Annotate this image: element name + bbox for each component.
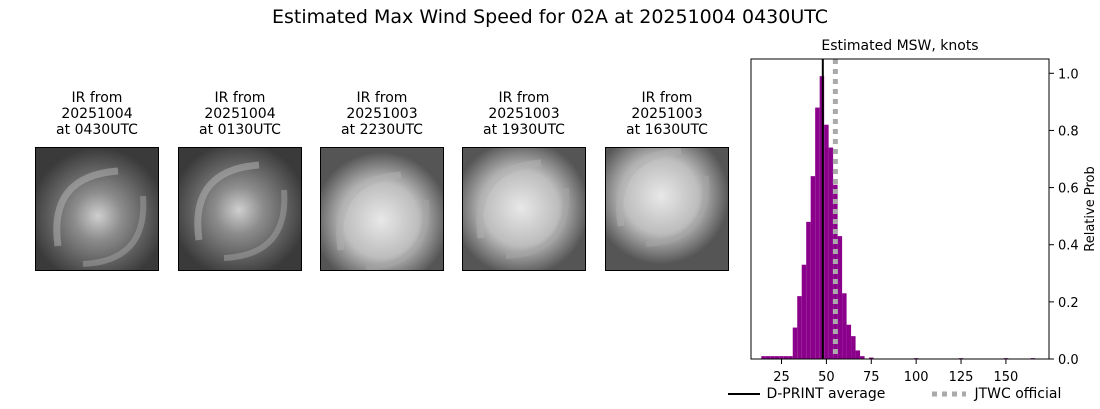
ir-panel-title-line: IR from: [356, 90, 408, 106]
ir-panel-title-0: IR from 20251004 at 0430UTC: [17, 90, 177, 138]
legend-dprint-label: D-PRINT average: [766, 386, 886, 402]
chart-title: Estimated MSW, knots: [821, 38, 978, 54]
ir-satellite-image-2: [320, 147, 444, 271]
legend-jtwc: JTWC official: [932, 386, 1061, 402]
y-tick-label: 0.0: [1058, 353, 1079, 368]
histogram-bar: [783, 356, 789, 359]
histogram-bar: [837, 236, 843, 359]
histogram-bar: [851, 336, 856, 359]
x-tick-label: 25: [773, 370, 790, 385]
histogram-bar: [806, 221, 811, 359]
x-tick-label: 75: [863, 370, 880, 385]
y-axis-label: Relative Prob: [1083, 166, 1098, 251]
ir-panel-title-line: IR from: [641, 90, 693, 106]
histogram-bar: [788, 356, 793, 359]
ir-satellite-image-4: [605, 147, 729, 271]
histogram-bar: [824, 124, 829, 359]
histogram-bar: [869, 357, 874, 359]
ir-panel-title-line: at 0130UTC: [199, 122, 281, 138]
y-tick-label: 0.2: [1058, 296, 1079, 311]
ir-panel-title-line: 20251004: [204, 106, 276, 122]
histogram-bar: [761, 356, 766, 359]
histogram-bar: [860, 356, 865, 359]
legend-dprint-line-icon: [728, 393, 760, 395]
ir-panel-title-line: at 1930UTC: [483, 122, 565, 138]
x-tick-label: 100: [904, 370, 929, 385]
histogram-bar: [810, 176, 816, 359]
ir-panel-title-line: 20251003: [631, 106, 703, 122]
ir-panel-title-3: IR from 20251003 at 1930UTC: [444, 90, 604, 138]
legend-jtwc-line-icon: [932, 391, 966, 397]
histogram-bar: [842, 293, 847, 359]
histogram-bar: [774, 356, 780, 359]
figure-title: Estimated Max Wind Speed for 02A at 2025…: [271, 6, 828, 28]
ir-panel-title-line: 20251004: [61, 106, 133, 122]
ir-panel-title-line: at 2230UTC: [341, 122, 423, 138]
histogram-bar: [828, 147, 834, 359]
legend-dprint: D-PRINT average: [728, 386, 885, 402]
ir-satellite-image-0: [35, 147, 159, 271]
y-tick-label: 1.0: [1058, 67, 1079, 82]
ir-panel-title-line: 20251003: [346, 106, 418, 122]
histogram-bar: [765, 356, 771, 359]
ir-panel-title-line: at 1630UTC: [626, 122, 708, 138]
ir-panel-title-line: 20251003: [488, 106, 560, 122]
histogram-bar: [846, 324, 852, 359]
ir-panel-title-2: IR from 20251003 at 2230UTC: [302, 90, 462, 138]
y-tick-label: 0.6: [1058, 182, 1079, 197]
ir-panel-title-line: IR from: [214, 90, 266, 106]
ir-panel-title-1: IR from 20251004 at 0130UTC: [160, 90, 320, 138]
histogram-bar: [770, 356, 775, 359]
y-tick-label: 0.4: [1058, 239, 1079, 254]
x-tick-label: 125: [949, 370, 974, 385]
ir-panel-title-4: IR from 20251003 at 1630UTC: [587, 90, 747, 138]
ir-panel-title-line: at 0430UTC: [56, 122, 138, 138]
x-tick-label: 50: [818, 370, 835, 385]
histogram-bar: [779, 356, 784, 359]
x-tick-label: 150: [994, 370, 1019, 385]
histogram-bar: [855, 350, 861, 359]
histogram-bar: [815, 107, 820, 359]
ir-panel-title-line: IR from: [498, 90, 550, 106]
histogram-bar: [792, 327, 798, 359]
histogram-bar: [797, 296, 802, 359]
plot-frame: [750, 58, 1050, 360]
histogram-bar: [801, 264, 807, 359]
legend-jtwc-label: JTWC official: [974, 386, 1062, 402]
y-tick-label: 0.8: [1058, 124, 1079, 139]
ir-satellite-image-3: [462, 147, 586, 271]
ir-satellite-image-1: [178, 147, 302, 271]
ir-panel-title-line: IR from: [71, 90, 123, 106]
